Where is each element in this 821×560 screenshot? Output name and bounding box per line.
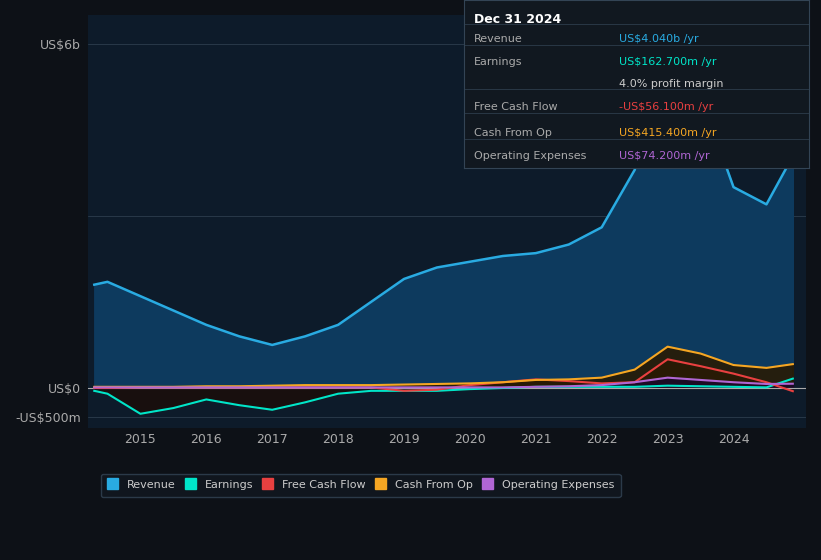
Text: US$74.200m /yr: US$74.200m /yr	[619, 151, 709, 161]
Text: -US$56.100m /yr: -US$56.100m /yr	[619, 102, 713, 113]
Text: Cash From Op: Cash From Op	[475, 128, 552, 138]
Text: US$415.400m /yr: US$415.400m /yr	[619, 128, 717, 138]
Text: 4.0% profit margin: 4.0% profit margin	[619, 79, 723, 89]
Text: Earnings: Earnings	[475, 57, 523, 67]
Text: Dec 31 2024: Dec 31 2024	[475, 13, 562, 26]
Text: Free Cash Flow: Free Cash Flow	[475, 102, 557, 113]
Text: US$4.040b /yr: US$4.040b /yr	[619, 34, 699, 44]
Text: US$162.700m /yr: US$162.700m /yr	[619, 57, 717, 67]
Text: Operating Expenses: Operating Expenses	[475, 151, 586, 161]
Text: Revenue: Revenue	[475, 34, 523, 44]
Legend: Revenue, Earnings, Free Cash Flow, Cash From Op, Operating Expenses: Revenue, Earnings, Free Cash Flow, Cash …	[101, 474, 621, 497]
